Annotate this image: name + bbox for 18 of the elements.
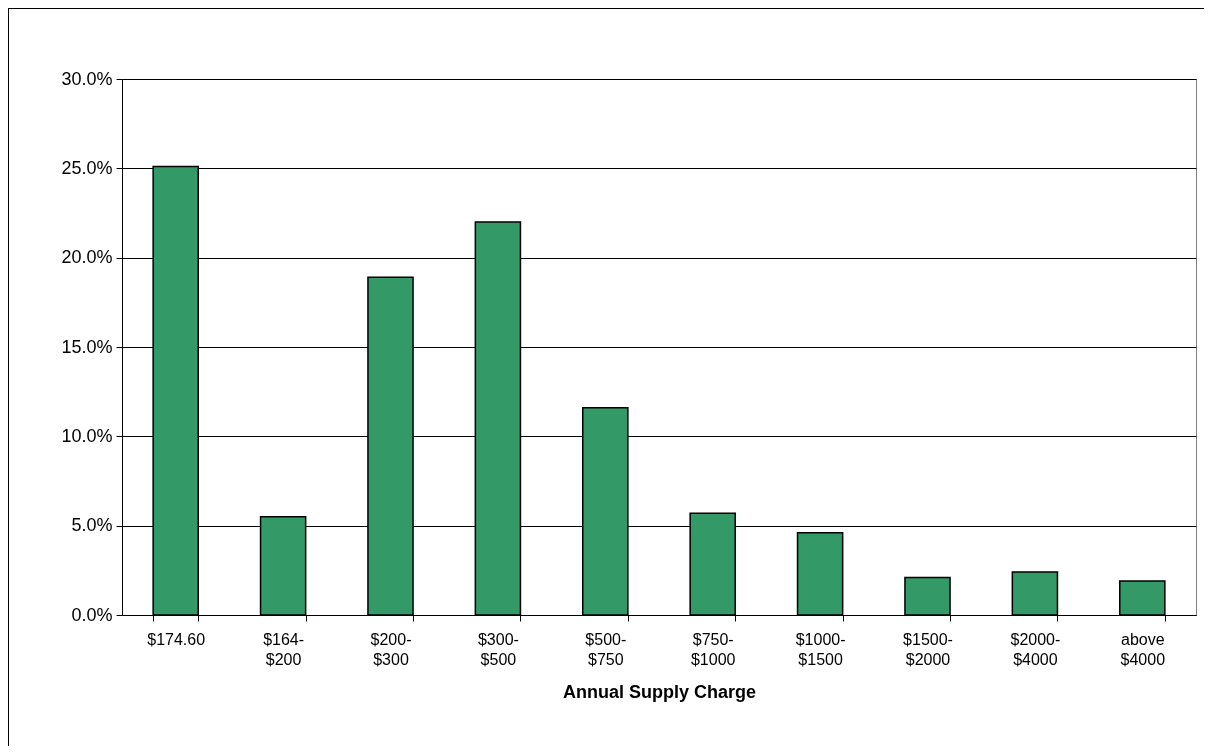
x-tick-label: $750- $1000 bbox=[690, 630, 736, 668]
y-tick-label: 10.0% bbox=[61, 425, 113, 446]
x-tick-label: $500- $750 bbox=[585, 630, 627, 668]
y-tick-label: 5.0% bbox=[71, 515, 113, 536]
y-tick-label: 25.0% bbox=[61, 157, 113, 178]
x-tick-label: $2000- $4000 bbox=[1010, 630, 1061, 668]
x-tick-label: $1500- $2000 bbox=[903, 630, 953, 668]
y-tick-label: 30.0% bbox=[61, 68, 113, 89]
x-tick-label: $174.60 bbox=[147, 630, 206, 648]
y-tick-label: 0.0% bbox=[71, 604, 113, 625]
x-tick-label: $300- $500 bbox=[477, 630, 519, 668]
x-tick-label: $200- $300 bbox=[370, 630, 412, 668]
x-axis-title: Annual Supply Charge bbox=[562, 681, 757, 702]
y-tick-label: 15.0% bbox=[61, 336, 113, 357]
x-tick-label: above $4000 bbox=[1120, 630, 1166, 668]
x-tick-label: $164- $200 bbox=[263, 630, 305, 668]
x-tick-label: $1000- $1500 bbox=[795, 630, 846, 668]
y-tick-label: 20.0% bbox=[61, 247, 113, 268]
